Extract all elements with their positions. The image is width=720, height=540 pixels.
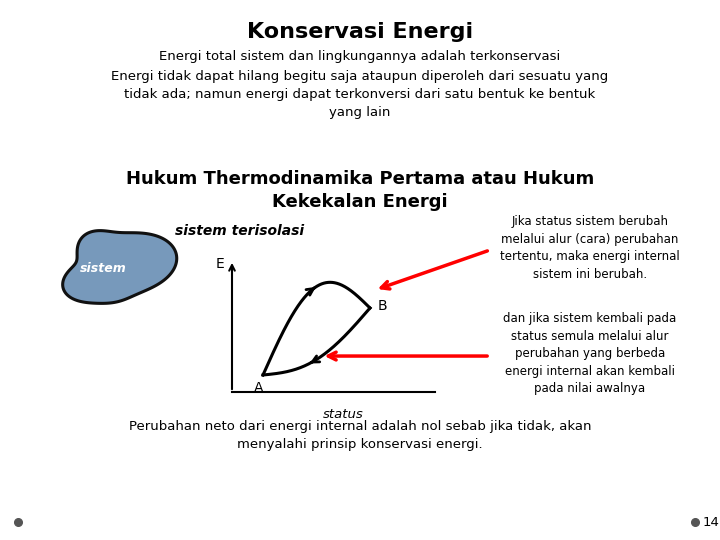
Text: sistem: sistem [80, 261, 127, 274]
Text: Jika status sistem berubah
melalui alur (cara) perubahan
tertentu, maka energi i: Jika status sistem berubah melalui alur … [500, 215, 680, 280]
Text: sistem terisolasi: sistem terisolasi [175, 224, 304, 238]
Polygon shape [63, 231, 176, 303]
Text: dan jika sistem kembali pada
status semula melalui alur
perubahan yang berbeda
e: dan jika sistem kembali pada status semu… [503, 312, 677, 395]
Text: B: B [378, 299, 387, 313]
Text: Hukum Thermodinamika Pertama atau Hukum
Kekekalan Energi: Hukum Thermodinamika Pertama atau Hukum … [126, 170, 594, 211]
Text: status: status [323, 408, 364, 421]
Text: Konservasi Energi: Konservasi Energi [247, 22, 473, 42]
Text: Energi tidak dapat hilang begitu saja ataupun diperoleh dari sesuatu yang
tidak : Energi tidak dapat hilang begitu saja at… [112, 70, 608, 119]
Text: 14: 14 [703, 516, 720, 529]
Text: Energi total sistem dan lingkungannya adalah terkonservasi: Energi total sistem dan lingkungannya ad… [159, 50, 561, 63]
Text: A: A [254, 381, 264, 395]
Text: Perubahan neto dari energi internal adalah nol sebab jika tidak, akan
menyalahi : Perubahan neto dari energi internal adal… [129, 420, 591, 451]
Text: E: E [215, 257, 224, 271]
